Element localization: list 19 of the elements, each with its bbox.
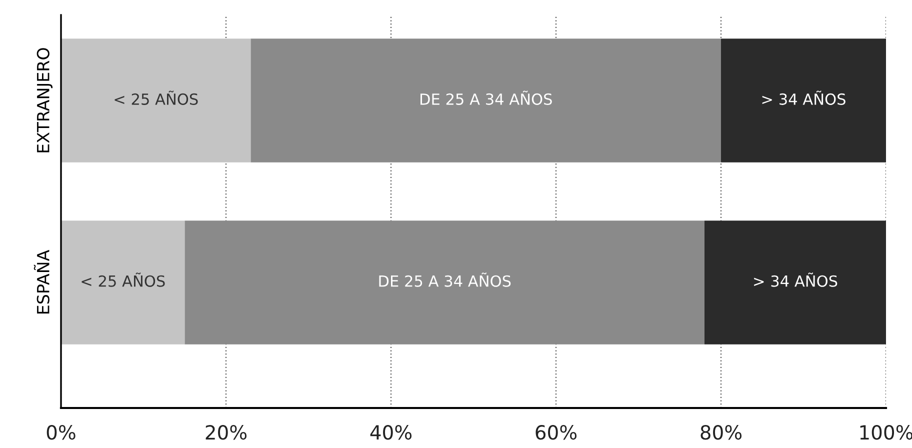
x-tick-label: 20% xyxy=(206,425,247,440)
text: DE 25 A 34 AÑOS xyxy=(379,272,511,287)
text: > 34 AÑOS xyxy=(754,272,838,287)
text: < 25 AÑOS xyxy=(114,90,198,105)
series-label: > 34 AÑOS xyxy=(762,90,846,105)
x-tick-label: 40% xyxy=(370,425,412,440)
bar xyxy=(721,38,886,162)
x-tick-label: 80% xyxy=(700,425,742,440)
y-tick-label: EXTRANJERO xyxy=(36,48,53,152)
bar xyxy=(61,38,251,162)
series-label: < 25 AÑOS xyxy=(82,272,165,287)
bar xyxy=(704,220,886,344)
bar xyxy=(250,38,721,162)
x-tick-label: 60% xyxy=(536,425,577,440)
series-label: DE 25 A 34 AÑOS xyxy=(420,90,552,105)
x-tick-label: 0% xyxy=(46,425,76,440)
bar xyxy=(61,220,185,344)
y-tick-label: ESPAÑA xyxy=(34,250,50,314)
bar xyxy=(184,220,704,344)
